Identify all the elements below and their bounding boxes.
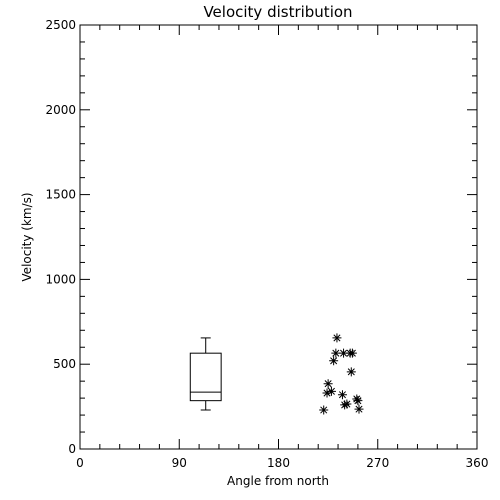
data-point-asterisk (347, 348, 357, 358)
y-tick-label: 500 (53, 357, 76, 371)
x-tick-label: 0 (76, 456, 84, 470)
x-tick-label: 270 (366, 456, 389, 470)
data-point-asterisk (332, 333, 342, 343)
data-point-asterisk (339, 348, 349, 358)
y-tick-label: 1500 (45, 188, 76, 202)
data-point-asterisk (323, 379, 333, 389)
data-point-asterisk (319, 405, 329, 415)
y-tick-label: 1000 (45, 272, 76, 286)
y-axis-title: Velocity (km/s) (20, 192, 34, 281)
x-axis-title: Angle from north (227, 474, 329, 488)
data-point-asterisk (322, 388, 332, 398)
x-tick-label: 360 (466, 456, 489, 470)
y-tick-label: 2500 (45, 18, 76, 32)
box-iqr (189, 352, 222, 402)
data-point-asterisk (342, 399, 352, 409)
data-point-asterisk (346, 367, 356, 377)
x-tick-label: 90 (172, 456, 187, 470)
boxplot (189, 337, 222, 411)
plot-frame (79, 24, 478, 450)
data-point-asterisk (329, 356, 339, 366)
y-tick-label: 0 (68, 442, 76, 456)
y-tick-label: 2000 (45, 103, 76, 117)
data-point-asterisk (331, 348, 341, 358)
data-point-asterisk (326, 386, 336, 396)
data-point-asterisk (354, 404, 364, 414)
x-tick-label: 180 (267, 456, 290, 470)
chart-title: Velocity distribution (203, 3, 352, 21)
data-point-asterisk (340, 400, 350, 410)
data-point-asterisk (353, 396, 363, 406)
axis-ticks: 0 90 180 270 360 0 500 1000 1500 2000 2500 (45, 18, 488, 470)
data-point-asterisk (337, 390, 347, 400)
data-points (319, 333, 364, 415)
